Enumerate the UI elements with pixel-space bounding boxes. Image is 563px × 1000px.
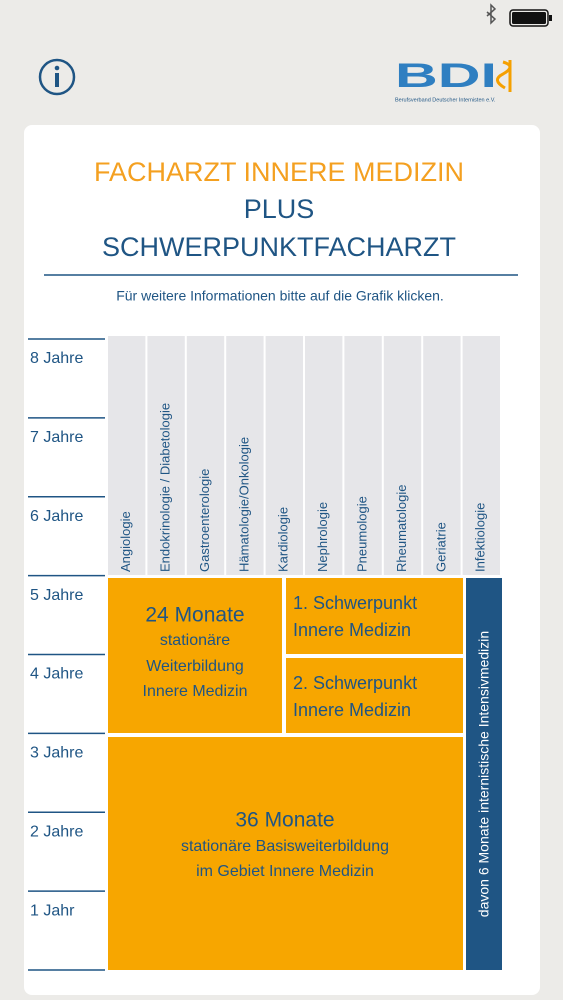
title-line: SCHWERPUNKTFACHARZT [102, 232, 456, 262]
specialty-column[interactable] [147, 336, 185, 575]
block-text: Weiterbildung [146, 658, 244, 675]
block-text: im Gebiet Innere Medizin [196, 863, 374, 880]
specialty-column[interactable] [383, 336, 422, 575]
logo: BDI Berufsverband Deutscher Internisten … [395, 57, 512, 103]
specialty-label: Angiologie [118, 511, 133, 572]
specialty-column[interactable] [305, 336, 343, 575]
specialty-label: Geriatrie [433, 522, 448, 572]
block-text: Innere Medizin [293, 700, 411, 720]
specialty-column[interactable] [108, 336, 146, 575]
block-stationary[interactable] [108, 578, 282, 733]
block-heading: 36 Monate [235, 809, 334, 832]
chart-graphic[interactable]: 24 Monate stationäre Weiterbildung Inner… [108, 336, 502, 970]
specialty-column[interactable] [344, 336, 382, 575]
specialty-column[interactable] [226, 336, 264, 575]
year-label: 4 Jahre [30, 666, 83, 683]
specialty-label: Endokrinologie / Diabetologie [158, 403, 173, 572]
battery-icon [509, 9, 549, 27]
block-text: stationäre [160, 632, 230, 649]
block-text: davon 6 Monate internistische Intensivme… [476, 631, 492, 917]
year-label: 5 Jahre [30, 587, 83, 604]
specialty-label: Rheumatologie [394, 485, 409, 572]
block-basic[interactable] [108, 737, 463, 970]
bluetooth-icon [486, 3, 497, 25]
specialty-column[interactable] [265, 336, 303, 575]
block-focus[interactable] [286, 658, 463, 733]
logo-text: BDI [395, 57, 497, 95]
specialty-label: Gastroenterologie [197, 469, 212, 572]
info-button[interactable] [38, 58, 76, 96]
battery-level [512, 12, 546, 24]
year-label: 3 Jahre [30, 745, 83, 762]
specialty-column[interactable] [462, 336, 500, 575]
block-text: Innere Medizin [293, 620, 411, 640]
specialty-label: Nephrologie [315, 502, 330, 572]
specialty-label: Hämatologie/Onkologie [236, 437, 251, 572]
block-text: Innere Medizin [143, 683, 248, 700]
battery-tip [549, 15, 552, 21]
specialty-label: Infektiologie [473, 503, 488, 572]
block-focus[interactable] [286, 578, 463, 654]
block-text: stationäre Basisweiterbildung [181, 838, 389, 855]
specialty-column[interactable] [423, 336, 461, 575]
year-label: 2 Jahre [30, 823, 83, 840]
block-text: 2. Schwerpunkt [293, 673, 417, 693]
year-label: 7 Jahre [30, 429, 83, 446]
specialty-label: Pneumologie [355, 496, 370, 572]
logo-emblem [496, 60, 512, 92]
block-text: 1. Schwerpunkt [293, 593, 417, 613]
specialty-column[interactable] [186, 336, 225, 575]
year-label: 8 Jahre [30, 350, 83, 367]
instruction: Für weitere Informationen bitte auf die … [116, 288, 444, 304]
year-label: 6 Jahre [30, 508, 83, 525]
year-label: 1 Jahr [30, 902, 75, 919]
title-line: FACHARZT INNERE MEDIZIN [94, 157, 464, 187]
title-line: PLUS [244, 194, 315, 224]
logo-subtitle: Berufsverband Deutscher Internisten e.V. [395, 97, 496, 103]
block-intensive[interactable] [466, 578, 502, 970]
specialty-label: Kardiologie [276, 507, 291, 572]
block-heading: 24 Monate [145, 604, 244, 627]
